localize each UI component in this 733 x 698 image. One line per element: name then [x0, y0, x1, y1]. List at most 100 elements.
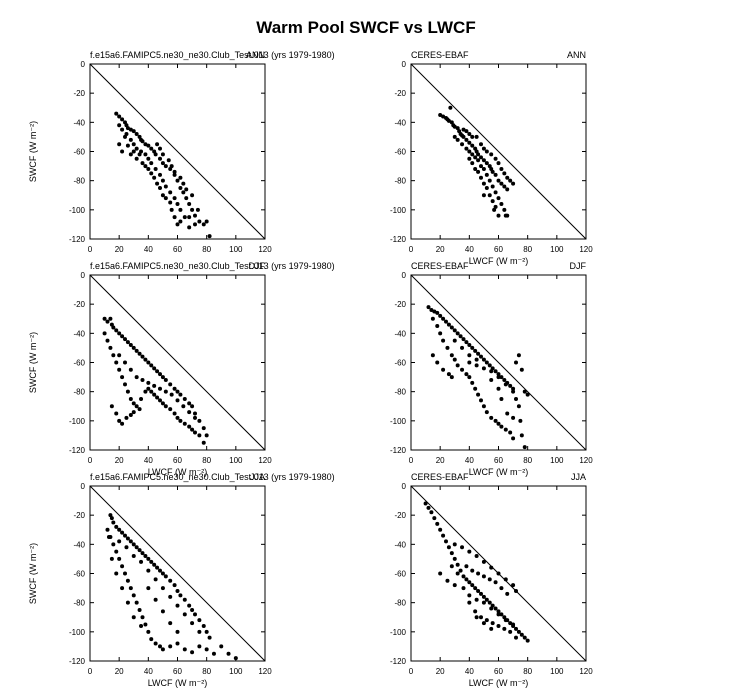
data-point — [467, 353, 472, 358]
data-point — [444, 319, 448, 324]
y-axis-label: SWCF (W m⁻²) — [28, 332, 38, 393]
data-point — [435, 360, 440, 365]
data-point — [484, 149, 489, 154]
data-point — [125, 600, 130, 605]
data-point — [131, 129, 136, 134]
x-tick-label: 100 — [229, 245, 243, 254]
x-tick-label: 120 — [258, 456, 272, 465]
data-point — [233, 656, 238, 661]
data-point — [467, 156, 472, 161]
data-point — [197, 618, 202, 623]
data-point — [182, 647, 187, 652]
data-point — [190, 621, 195, 626]
x-tick-label: 60 — [494, 667, 503, 676]
data-point — [123, 360, 127, 365]
data-point — [455, 137, 460, 142]
data-point — [503, 427, 508, 432]
y-tick-label: -100 — [69, 417, 86, 426]
data-point — [131, 142, 136, 147]
data-point — [446, 322, 451, 327]
data-point — [178, 392, 183, 397]
data-point — [190, 427, 195, 432]
data-point — [201, 222, 206, 227]
data-point — [511, 181, 516, 186]
data-point — [109, 516, 114, 521]
data-point — [493, 156, 498, 161]
y-tick-label: -20 — [394, 300, 406, 309]
data-point — [474, 554, 479, 558]
data-point — [187, 215, 192, 220]
data-point — [134, 156, 139, 161]
y-tick-label: -120 — [69, 235, 86, 244]
data-point — [128, 586, 133, 591]
data-point — [152, 175, 157, 180]
data-point — [467, 343, 472, 347]
data-point — [444, 539, 448, 544]
data-point — [467, 600, 472, 605]
data-point — [496, 571, 501, 576]
data-point — [175, 398, 180, 403]
x-tick-label: 60 — [173, 667, 182, 676]
x-tick-label: 120 — [258, 667, 272, 676]
data-point — [525, 392, 530, 397]
data-point — [470, 568, 475, 573]
data-point — [460, 142, 465, 147]
panel-left-label: f.e15a6.FAMIPC5.ne30_ne30.Club_Test.013 … — [90, 472, 335, 482]
data-point — [108, 316, 113, 321]
data-point — [493, 190, 498, 195]
data-point — [449, 325, 454, 330]
x-tick-label: 60 — [173, 456, 182, 465]
data-point — [476, 152, 481, 157]
data-point — [455, 571, 460, 576]
panel-left-label: f.e15a6.FAMIPC5.ne30_ne30.Club_Test.013 … — [90, 261, 335, 271]
panel-season-label: ANN — [246, 50, 265, 60]
data-point — [435, 310, 440, 315]
data-point — [445, 345, 450, 350]
data-point — [160, 152, 165, 157]
y-tick-label: -60 — [394, 570, 406, 579]
y-tick-label: 0 — [402, 60, 407, 69]
data-point — [479, 164, 483, 169]
panel-6: 0 20 40 60 80 100 120 0 -20 -40 -60 -80 -100 -120 CERE… — [390, 472, 593, 688]
data-point — [470, 380, 475, 385]
data-point — [168, 621, 173, 626]
data-point — [511, 622, 516, 627]
data-point — [123, 533, 127, 538]
x-axis-label: LWCF (W m⁻²) — [469, 678, 529, 688]
data-point — [470, 161, 475, 166]
data-point — [484, 360, 489, 365]
data-point — [160, 401, 165, 406]
x-tick-label: 60 — [494, 456, 503, 465]
x-axis-label: LWCF (W m⁻²) — [148, 467, 208, 477]
panel-4: 0 20 40 60 80 100 120 0 -20 -40 -60 -80 -100 -120 CERE… — [390, 261, 593, 477]
data-point — [204, 629, 209, 634]
panel-left-label: CERES-EBAF — [411, 472, 469, 482]
data-point — [441, 338, 446, 343]
data-point — [153, 167, 158, 171]
data-point — [496, 624, 501, 628]
data-point — [503, 213, 508, 218]
data-point — [441, 533, 446, 538]
data-point — [134, 600, 139, 605]
data-point — [120, 127, 125, 132]
data-point — [153, 641, 158, 646]
data-point — [467, 149, 472, 154]
data-point — [152, 562, 157, 567]
panel-season-label: ANN — [567, 50, 586, 60]
data-point — [139, 559, 144, 564]
data-point — [172, 386, 177, 391]
data-point — [117, 114, 122, 119]
data-point — [146, 156, 151, 161]
y-tick-label: -20 — [394, 511, 406, 520]
data-point — [163, 378, 168, 382]
x-tick-label: 0 — [88, 456, 93, 465]
data-point — [479, 591, 483, 596]
data-point — [426, 505, 431, 510]
data-point — [120, 530, 125, 535]
data-point — [502, 207, 507, 212]
data-point — [117, 142, 122, 147]
data-point — [522, 445, 527, 450]
data-point — [496, 178, 501, 183]
data-point — [511, 436, 516, 441]
data-point — [143, 164, 148, 169]
